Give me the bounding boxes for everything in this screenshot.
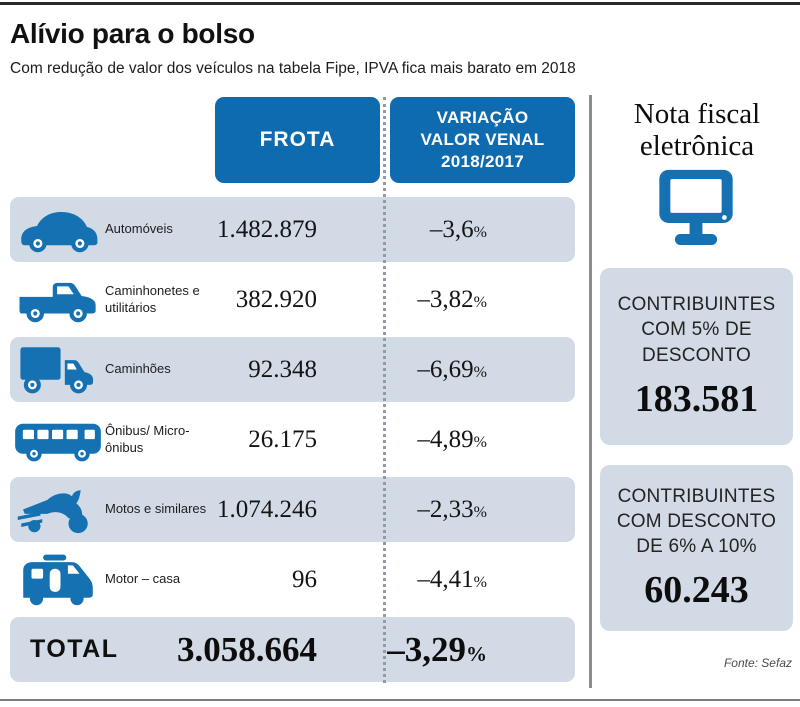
percent-sign: %	[466, 641, 487, 666]
truck-icon	[10, 343, 105, 396]
variacao-header-line2: VALOR VENAL	[420, 129, 545, 149]
variation-number: –4,41	[417, 565, 474, 593]
row-variation-value: –2,33%	[317, 496, 575, 524]
row-variation-value: –6,69%	[317, 356, 575, 384]
sidebar-title: Nota fiscal eletrônica	[633, 98, 761, 163]
sidebar-divider-line	[589, 95, 592, 688]
bus-icon	[10, 416, 105, 464]
table-row-automoveis: Automóveis 1.482.879 –3,6%	[10, 197, 575, 262]
table-row-caminhonetes: Caminhonetes e utilitários 382.920 –3,82…	[10, 267, 575, 332]
stat-box-6a10pct-desconto: CONTRIBUINTES COM DESCONTO DE 6% A 10% 6…	[600, 465, 793, 631]
row-label: Motos e similares	[105, 501, 207, 517]
total-variation-value: –3,29%	[317, 630, 575, 670]
row-frota-value: 26.175	[248, 425, 317, 453]
variation-number: –4,89	[417, 425, 474, 453]
row-variation-value: –4,41%	[317, 566, 575, 594]
variation-number: –6,69	[417, 355, 474, 383]
page-subtitle: Com redução de valor dos veículos na tab…	[10, 60, 576, 77]
percent-sign: %	[473, 433, 487, 451]
source-credit: Fonte: Sefaz	[723, 656, 792, 670]
top-rule	[0, 2, 800, 5]
stat-box-label: CONTRIBUINTES COM DESCONTO DE 6% A 10%	[616, 485, 777, 558]
percent-sign: %	[473, 503, 487, 521]
column-header-variacao: VARIAÇÃO VALOR VENAL 2018/2017	[390, 97, 575, 183]
total-frota-value: 3.058.664	[177, 629, 317, 669]
table-row-onibus: Ônibus/ Micro-ônibus 26.175 –4,89%	[10, 407, 575, 472]
variation-number: –3,82	[417, 285, 474, 313]
column-dotted-divider	[383, 97, 386, 683]
table-row-total: TOTAL 3.058.664 –3,29%	[10, 617, 575, 682]
row-frota-value: 1.074.246	[217, 495, 317, 523]
percent-sign: %	[473, 293, 487, 311]
table-row-motor-casa: Motor – casa 96 –4,41%	[10, 547, 575, 612]
motorhome-icon	[10, 553, 105, 606]
frota-header-label: FROTA	[259, 128, 336, 151]
column-header-frota: FROTA	[215, 97, 380, 183]
row-variation-value: –4,89%	[317, 426, 575, 454]
stat-box-5pct-desconto: CONTRIBUINTES COM 5% DE DESCONTO 183.581	[600, 268, 793, 445]
variacao-header-line3: 2018/2017	[440, 152, 525, 172]
stat-box-label: CONTRIBUINTES COM 5% DE DESCONTO	[617, 294, 776, 366]
variation-number: –2,33	[417, 495, 474, 523]
row-frota-value: 382.920	[235, 285, 317, 313]
page-title: Alívio para o bolso	[10, 18, 255, 49]
table-row-motos: Motos e similares 1.074.246 –2,33%	[10, 477, 575, 542]
table-row-caminhoes: Caminhões 92.348 –6,69%	[10, 337, 575, 402]
row-frota-value: 92.348	[248, 355, 317, 383]
stat-box-value: 183.581	[634, 377, 759, 420]
row-label: Ônibus/ Micro-ônibus	[105, 422, 190, 455]
row-label: Automóveis	[105, 221, 173, 237]
percent-sign: %	[473, 363, 487, 381]
vehicle-table: Automóveis 1.482.879 –3,6% Caminhonetes …	[10, 197, 575, 687]
variation-number: –3,6	[429, 215, 474, 243]
variation-number: –3,29	[387, 629, 466, 669]
car-icon	[10, 204, 105, 255]
total-label: TOTAL	[30, 635, 119, 663]
computer-monitor-icon	[652, 168, 740, 247]
row-label: Caminhões	[105, 361, 171, 377]
row-frota-value: 1.482.879	[217, 215, 317, 243]
row-label: Motor – casa	[105, 571, 181, 587]
percent-sign: %	[473, 223, 487, 241]
row-variation-value: –3,82%	[317, 286, 575, 314]
row-frota-value: 96	[292, 565, 317, 593]
row-variation-value: –3,6%	[317, 216, 575, 244]
row-label: Caminhonetes e utilitários	[105, 282, 200, 315]
percent-sign: %	[473, 573, 487, 591]
bottom-rule	[0, 699, 800, 701]
pickup-icon	[10, 274, 105, 325]
stat-box-value: 60.243	[644, 569, 749, 612]
variacao-header-line1: VARIAÇÃO	[436, 107, 529, 127]
motorcycle-icon	[10, 485, 105, 534]
